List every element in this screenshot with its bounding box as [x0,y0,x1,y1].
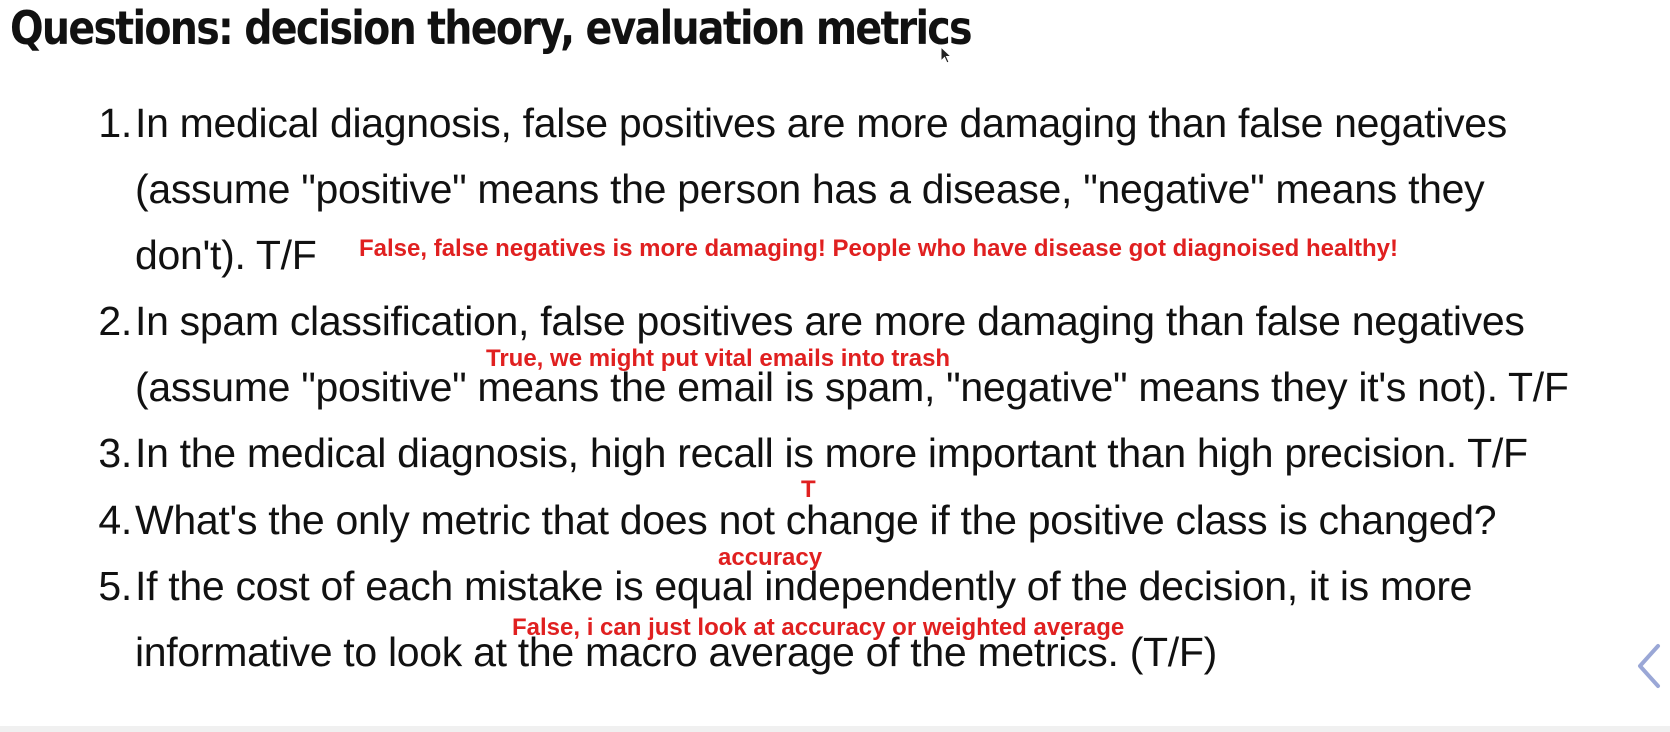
question-number: 2. [98,298,132,344]
handwritten-answer: False, i can just look at accuracy or we… [512,614,1125,641]
question-number: 5. [98,563,132,609]
handwritten-answer: False, false negatives is more damaging!… [359,235,1398,262]
question-text-line: (assume "positive" means the email is sp… [135,364,1569,410]
handwritten-answer: True, we might put vital emails into tra… [486,345,951,372]
slide-title: Questions: decision theory, evaluation m… [10,1,973,55]
question-text-line: What's the only metric that does not cha… [135,497,1497,543]
mouse-pointer-icon [940,46,952,64]
question-number: 1. [98,100,132,146]
question-text-line: If the cost of each mistake is equal ind… [135,563,1473,609]
question-text-line: informative to look at the macro average… [135,629,1217,675]
handwritten-answer: T [801,476,816,503]
question-text-line: (assume "positive" means the person has … [135,166,1485,212]
bottom-bar [0,726,1670,732]
question-text-line: In the medical diagnosis, high recall is… [135,430,1528,476]
question-number: 4. [98,497,132,543]
question-number: 3. [98,430,132,476]
question-text-line: In medical diagnosis, false positives ar… [135,100,1507,146]
handwritten-answer: accuracy [718,544,823,571]
question-text-line: In spam classification, false positives … [135,298,1525,344]
chevron-left-icon[interactable] [1632,640,1666,692]
question-text-line: don't). T/F [135,232,317,278]
